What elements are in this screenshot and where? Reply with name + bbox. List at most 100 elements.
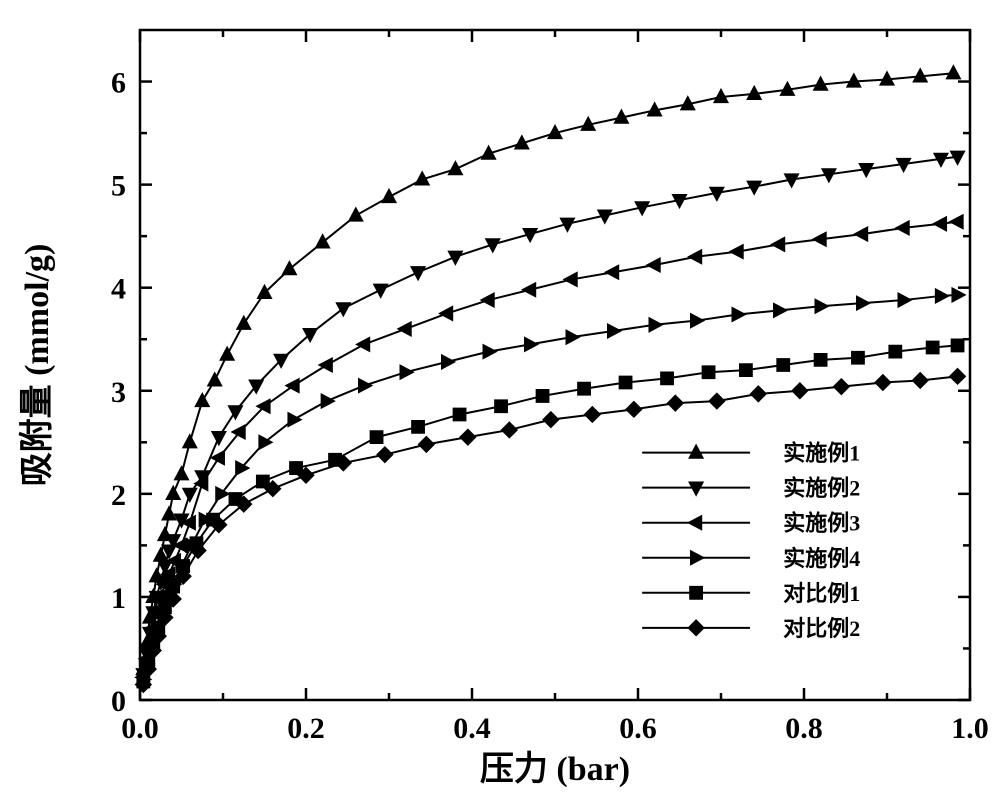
- x-tick-label: 0.8: [785, 712, 823, 745]
- x-tick-label: 0.0: [121, 712, 159, 745]
- series-marker: [702, 366, 715, 379]
- series-marker: [336, 303, 350, 317]
- y-tick-label: 1: [111, 582, 126, 615]
- series-marker: [933, 217, 947, 231]
- series-marker: [453, 408, 466, 421]
- legend-marker-icon: [690, 586, 703, 599]
- series-marker: [288, 412, 302, 426]
- y-tick-label: 4: [111, 273, 126, 306]
- series-marker: [857, 296, 871, 310]
- chart-container: { "chart": { "type": "line", "width": 10…: [0, 0, 1000, 809]
- series-marker: [183, 434, 197, 448]
- series-marker: [691, 313, 705, 327]
- series-marker: [208, 372, 222, 386]
- series-marker: [319, 358, 333, 372]
- series-marker: [439, 306, 453, 320]
- legend-label: 对比例1: [783, 581, 860, 606]
- x-tick-label: 0.4: [453, 712, 491, 745]
- y-tick-label: 2: [111, 479, 126, 512]
- series-marker: [418, 436, 434, 452]
- series-marker: [232, 425, 246, 439]
- series-marker: [315, 234, 329, 248]
- series-marker: [709, 393, 725, 409]
- series-marker: [236, 461, 250, 475]
- series-marker: [166, 486, 180, 500]
- series-marker: [740, 364, 753, 377]
- series-marker: [578, 382, 591, 395]
- series-marker: [950, 368, 966, 384]
- series-marker: [282, 261, 296, 275]
- series-marker: [349, 208, 363, 222]
- series-marker: [771, 237, 785, 251]
- legend-marker-icon: [689, 445, 703, 459]
- series-marker: [564, 272, 578, 286]
- series-marker: [951, 339, 964, 352]
- y-tick-label: 5: [111, 170, 126, 203]
- series-marker: [356, 337, 370, 351]
- series-marker: [774, 303, 788, 317]
- series-marker: [566, 330, 580, 344]
- series-marker: [813, 232, 827, 246]
- series-marker: [935, 289, 949, 303]
- series-marker: [667, 395, 683, 411]
- series-marker: [522, 283, 536, 297]
- series-marker: [382, 189, 396, 203]
- legend-marker-icon: [691, 551, 705, 565]
- series-marker: [303, 328, 317, 342]
- series-marker: [852, 351, 865, 364]
- series-marker: [926, 341, 939, 354]
- series-line: [143, 73, 953, 669]
- series-marker: [400, 365, 414, 379]
- series-marker: [411, 267, 425, 281]
- series-marker: [815, 299, 829, 313]
- series-marker: [952, 288, 966, 302]
- series-marker: [605, 265, 619, 279]
- series-marker: [732, 307, 746, 321]
- y-tick-label: 3: [111, 376, 126, 409]
- series-marker: [649, 318, 663, 332]
- series-marker: [730, 244, 744, 258]
- series-marker: [750, 386, 766, 402]
- series-marker: [814, 353, 827, 366]
- series-marker: [584, 406, 600, 422]
- legend-label: 实施例2: [783, 476, 860, 501]
- series-marker: [608, 324, 622, 338]
- series-marker: [359, 378, 373, 392]
- series-marker: [228, 406, 242, 420]
- series-marker: [833, 379, 849, 395]
- series-marker: [875, 375, 891, 391]
- x-tick-label: 1.0: [951, 712, 989, 745]
- series-marker: [543, 412, 559, 428]
- series-marker: [442, 355, 456, 369]
- x-axis-label: 压力 (bar): [480, 750, 630, 788]
- series-marker: [536, 390, 549, 403]
- series-marker: [889, 345, 902, 358]
- series-marker: [501, 422, 517, 438]
- series-marker: [950, 215, 964, 229]
- legend-label: 实施例4: [783, 546, 860, 571]
- y-axis-label: 吸附量 (mmol/g): [18, 244, 56, 487]
- series-marker: [412, 420, 425, 433]
- series-marker: [661, 372, 674, 385]
- series-marker: [619, 376, 632, 389]
- legend-marker-icon: [689, 482, 703, 496]
- series-marker: [626, 401, 642, 417]
- legend-marker-icon: [688, 620, 704, 636]
- series-marker: [483, 344, 497, 358]
- series-marker: [212, 432, 226, 446]
- series-marker: [896, 221, 910, 235]
- series-marker: [398, 322, 412, 336]
- y-tick-label: 0: [111, 685, 126, 718]
- legend-marker-icon: [688, 516, 702, 530]
- x-tick-label: 0.2: [287, 712, 325, 745]
- series-marker: [174, 466, 188, 480]
- series-marker: [460, 429, 476, 445]
- series-marker: [495, 400, 508, 413]
- series-marker: [854, 227, 868, 241]
- series-marker: [374, 284, 388, 298]
- adsorption-chart: 0.00.20.40.60.81.00123456压力 (bar)吸附量 (mm…: [0, 0, 1000, 809]
- series-marker: [448, 161, 462, 175]
- series-marker: [481, 293, 495, 307]
- series-marker: [321, 394, 335, 408]
- series-marker: [220, 347, 234, 361]
